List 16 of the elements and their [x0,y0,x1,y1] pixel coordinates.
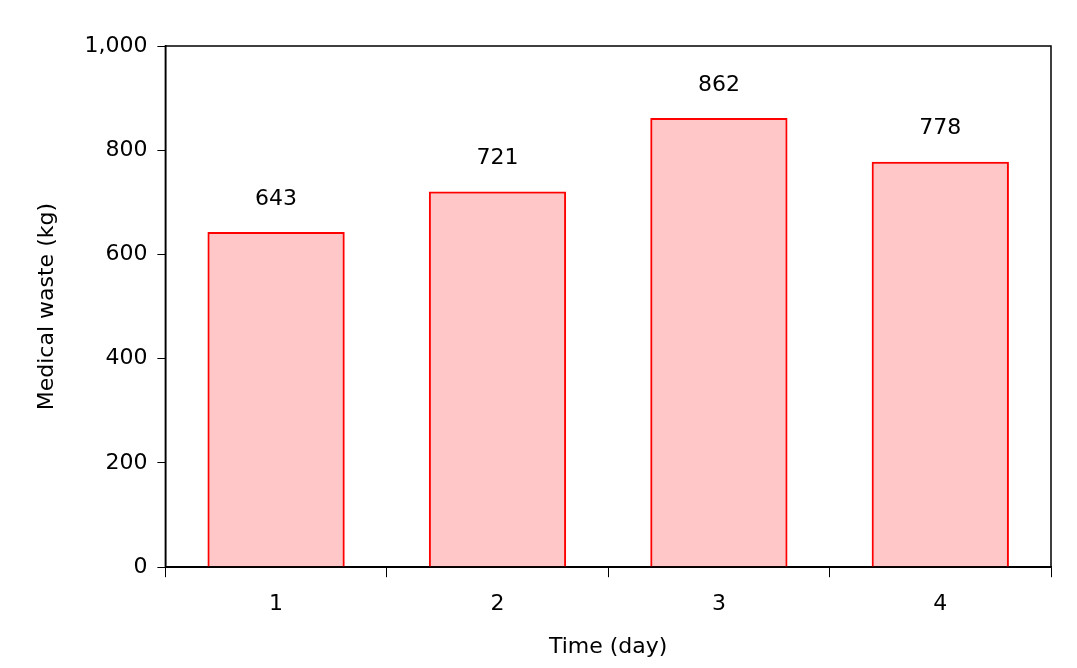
y-tick-label: 800 [105,135,148,161]
x-tick-label: 4 [933,590,948,616]
y-tick-label: 400 [105,344,148,370]
y-tick-label: 600 [105,240,148,266]
x-tick-label: 2 [490,590,505,616]
data-label: 862 [697,70,740,96]
data-label: 721 [476,144,519,170]
x-axis-title: Time (day) [547,632,668,658]
y-tick-label: 0 [133,552,148,578]
y-axis-title: Medical waste (kg) [32,202,58,411]
x-tick-label: 1 [269,590,284,616]
data-label: 778 [919,114,962,140]
y-tick-label: 1,000 [84,31,148,57]
data-label: 643 [255,184,298,210]
x-tick-label: 3 [711,590,726,616]
y-tick-label: 200 [105,448,148,474]
